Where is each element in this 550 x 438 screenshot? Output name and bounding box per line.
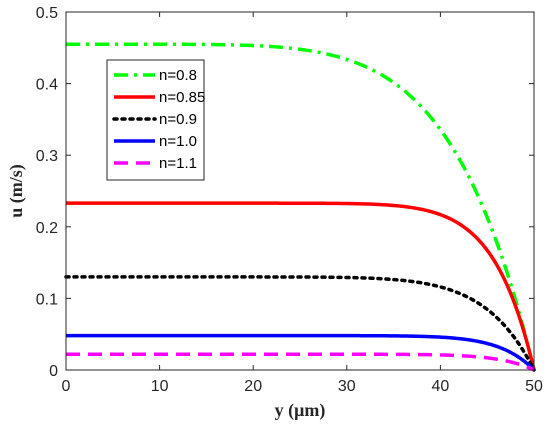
y-tick-label-0: 0 <box>49 363 58 380</box>
series-group <box>64 42 536 372</box>
series-line-0 <box>65 42 536 371</box>
axes-group: 0 10 20 30 40 50 0 0.1 0.2 0.3 0.4 0.5 <box>36 5 543 395</box>
y-axis-label: u (m/s) <box>6 164 27 218</box>
series-line-2 <box>64 275 536 372</box>
y-tick-label-4: 0.4 <box>36 77 58 94</box>
x-tick-label-2: 20 <box>244 378 262 395</box>
y-tick-label-1: 0.1 <box>36 291 58 308</box>
legend-label-4: n=1.1 <box>159 155 197 172</box>
y-tick-label-5: 0.5 <box>36 5 58 22</box>
legend-label-1: n=0.85 <box>159 89 205 106</box>
axes-box <box>65 11 535 371</box>
x-tick-label-4: 40 <box>432 378 450 395</box>
series-line-1 <box>65 201 536 371</box>
y-tick-label-2: 0.2 <box>36 220 58 237</box>
legend: n=0.8 n=0.85 n=0.9 n=1.0 n=1.1 <box>106 59 205 181</box>
y-tick-label-3: 0.3 <box>36 148 58 165</box>
series-line-4 <box>65 352 535 372</box>
x-axis-label: y (μm) <box>275 400 326 421</box>
x-tick-label-5: 50 <box>525 378 543 395</box>
legend-label-2: n=0.9 <box>159 111 197 128</box>
x-tick-label-3: 30 <box>338 378 356 395</box>
x-tick-label-0: 0 <box>62 378 71 395</box>
legend-label-0: n=0.8 <box>159 67 197 84</box>
x-tick-label-1: 10 <box>151 378 169 395</box>
legend-label-3: n=1.0 <box>159 133 197 150</box>
series-line-3 <box>65 333 536 372</box>
